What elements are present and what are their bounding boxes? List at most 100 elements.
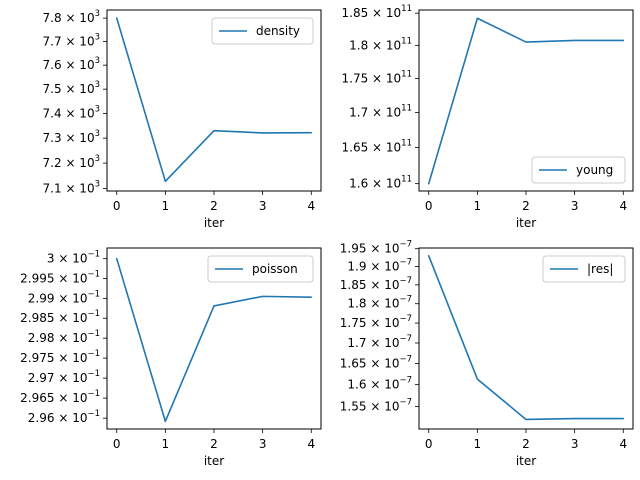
x-tick-label: 1 xyxy=(474,199,482,213)
x-tick-label: 3 xyxy=(259,199,267,213)
y-tick-exponent: 11 xyxy=(401,139,412,149)
y-tick-exponent: −7 xyxy=(399,355,412,365)
y-tick-exponent: −7 xyxy=(399,314,412,324)
series-line-young xyxy=(427,17,625,185)
legend-box xyxy=(207,255,314,283)
y-tick-mantissa: 1.55 xyxy=(340,399,367,413)
x-tick-label: 1 xyxy=(474,437,482,451)
y-tick-exponent: −1 xyxy=(87,250,100,260)
series-line-res xyxy=(427,254,625,421)
y-tick-label: 1.65 × 1011 xyxy=(342,139,413,155)
x-tick-label: 2 xyxy=(522,437,530,451)
y-tick-exponent: 11 xyxy=(401,4,412,14)
y-tick-label: 1.7 × 1011 xyxy=(349,103,412,119)
x-axis-label: iter xyxy=(204,216,224,230)
legend-label: young xyxy=(576,163,613,177)
y-tick-label: 7.8 × 103 xyxy=(43,9,100,25)
y-tick-label: 7.7 × 103 xyxy=(43,32,100,48)
y-tick-exponent: −1 xyxy=(87,289,100,299)
y-tick-mantissa: 1.7 xyxy=(349,105,368,119)
y-tick-exponent: −7 xyxy=(399,258,412,268)
legend: |res| xyxy=(542,255,626,283)
series-line-density xyxy=(115,17,313,183)
y-tick-exponent: −1 xyxy=(87,389,100,399)
x-tick-label: 1 xyxy=(162,199,170,213)
y-tick-label: 1.75 × 1011 xyxy=(342,69,413,85)
y-tick-label: 1.75 × 10−7 xyxy=(340,314,412,330)
y-tick-exponent: −7 xyxy=(399,376,412,386)
y-tick-mantissa: 7.7 xyxy=(43,34,62,48)
y-tick-mantissa: 1.65 xyxy=(342,141,369,155)
y-tick-label: 1.85 × 10−7 xyxy=(340,276,412,292)
y-tick-label: 2.995 × 10−1 xyxy=(20,270,100,286)
y-tick-exponent: 3 xyxy=(95,154,100,164)
y-tick-mantissa: 1.6 xyxy=(349,177,368,191)
y-tick-mantissa: 2.975 xyxy=(20,351,54,365)
y-tick-exponent: 3 xyxy=(95,104,100,114)
y-tick-exponent: 11 xyxy=(401,103,412,113)
y-tick-label: 7.6 × 103 xyxy=(43,56,100,72)
y-tick-exponent: 3 xyxy=(95,129,100,139)
x-tick-label: 2 xyxy=(522,199,530,213)
legend: young xyxy=(531,156,626,184)
y-tick-label: 1.85 × 1011 xyxy=(342,4,413,20)
legend-box xyxy=(211,17,314,45)
y-tick-label: 2.965 × 10−1 xyxy=(20,389,100,405)
y-tick-label: 7.4 × 103 xyxy=(43,104,100,120)
y-tick-mantissa: 1.85 xyxy=(342,6,369,20)
y-tick-mantissa: 1.85 xyxy=(340,278,367,292)
y-tick-label: 1.9 × 10−7 xyxy=(347,258,412,274)
y-tick-mantissa: 2.98 xyxy=(28,331,55,345)
y-tick-exponent: 11 xyxy=(401,36,412,46)
y-tick-mantissa: 1.9 xyxy=(347,260,366,274)
y-tick-mantissa: 2.96 xyxy=(28,411,55,425)
x-tick-label: 2 xyxy=(210,437,218,451)
y-tick-mantissa: 1.6 xyxy=(347,378,366,392)
y-tick-mantissa: 2.965 xyxy=(20,391,54,405)
y-tick-label: 7.2 × 103 xyxy=(43,154,100,170)
x-tick-label: 4 xyxy=(307,199,315,213)
x-tick-label: 3 xyxy=(571,437,579,451)
y-tick-label: 2.985 × 10−1 xyxy=(20,309,100,325)
y-tick-exponent: −1 xyxy=(87,369,100,379)
y-tick-mantissa: 2.985 xyxy=(20,311,54,325)
subplot-3: 0 1 2 3 4 iter 2.96 × 10−1 2.965 × 10−1 2.97 × 1… xyxy=(20,247,322,468)
x-axis-label: iter xyxy=(204,454,224,468)
y-tick-exponent: −1 xyxy=(87,329,100,339)
y-tick-mantissa: 2.97 xyxy=(28,371,55,385)
y-tick-label: 2.97 × 10−1 xyxy=(28,369,100,385)
y-tick-label: 2.96 × 10−1 xyxy=(28,409,100,425)
y-tick-exponent: −7 xyxy=(399,334,412,344)
y-tick-label: 1.95 × 10−7 xyxy=(340,240,412,256)
legend-box xyxy=(531,156,626,184)
legend-label: density xyxy=(256,24,300,38)
y-tick-label: 1.8 × 10−7 xyxy=(347,295,412,311)
legend: density xyxy=(211,17,314,45)
y-tick-label: 1.65 × 10−7 xyxy=(340,355,412,371)
x-tick-label: 1 xyxy=(162,437,170,451)
y-tick-label: 1.55 × 10−7 xyxy=(340,397,412,413)
y-tick-mantissa: 7.2 xyxy=(43,156,62,170)
y-tick-label: 3 × 10−1 xyxy=(47,250,100,266)
x-tick-label: 0 xyxy=(113,199,121,213)
y-tick-mantissa: 2.995 xyxy=(20,272,54,286)
legend-label: |res| xyxy=(587,262,613,276)
y-tick-exponent: 3 xyxy=(95,9,100,19)
y-tick-exponent: 3 xyxy=(95,32,100,42)
y-tick-label: 7.5 × 103 xyxy=(43,80,100,96)
y-tick-mantissa: 1.75 xyxy=(342,71,369,85)
subplot-2: 0 1 2 3 4 iter 1.6 × 1011 1.65 × 1011 1.7 × 1011… xyxy=(342,4,634,230)
y-tick-label: 7.3 × 103 xyxy=(43,129,100,145)
legend-label: poisson xyxy=(252,262,298,276)
y-tick-label: 2.98 × 10−1 xyxy=(28,329,100,345)
x-tick-label: 4 xyxy=(619,437,627,451)
legend: poisson xyxy=(207,255,314,283)
x-tick-label: 4 xyxy=(307,437,315,451)
x-tick-label: 0 xyxy=(113,437,121,451)
y-tick-exponent: 3 xyxy=(95,179,100,189)
subplot-1: 0 1 2 3 4 iter 7.1 × 103 7.2 × 103 7.3 × 103 7.4 … xyxy=(43,9,322,230)
y-tick-mantissa: 2.99 xyxy=(28,291,55,305)
series-line-poisson xyxy=(115,257,313,423)
y-tick-label: 1.6 × 10−7 xyxy=(347,376,412,392)
